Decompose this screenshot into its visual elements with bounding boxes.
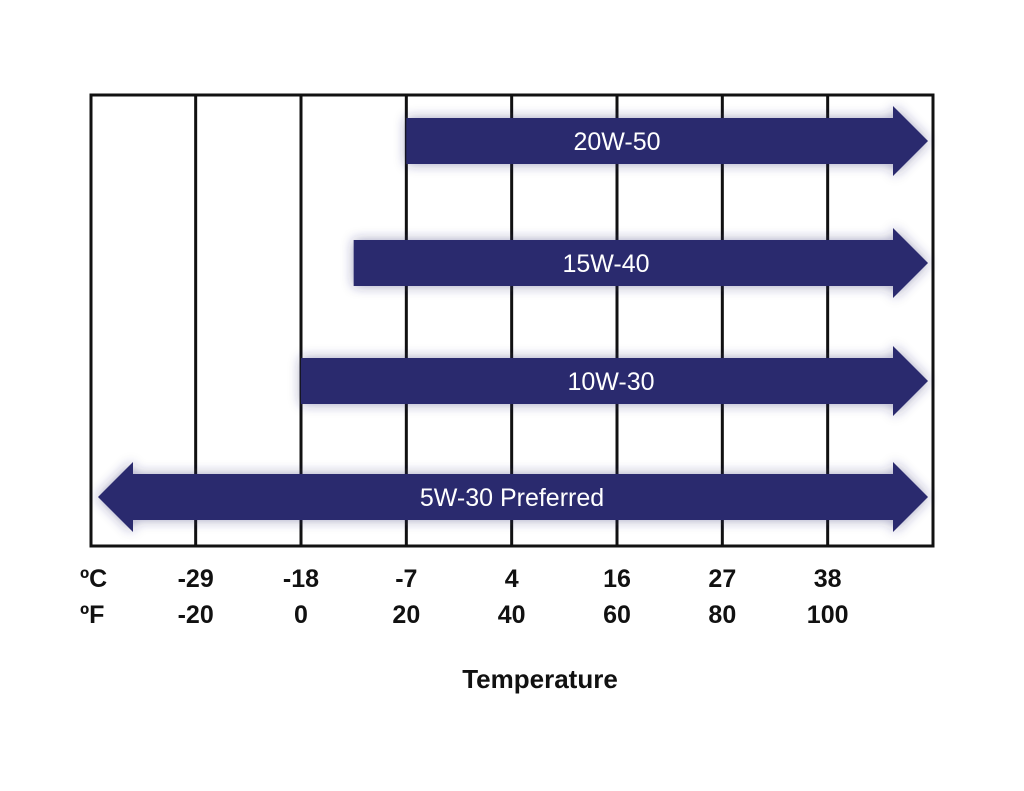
fahrenheit-tick-label: 60 (603, 601, 631, 629)
fahrenheit-tick-label: -20 (177, 601, 214, 629)
fahrenheit-tick-label: 80 (708, 601, 737, 629)
celsius-tick-label: -18 (282, 565, 320, 593)
fahrenheit-tick-label: 0 (294, 601, 308, 629)
viscosity-bar (353, 228, 929, 298)
celsius-tick-label: 27 (708, 565, 737, 593)
bar-label: 15W-40 (562, 250, 649, 278)
bar-label: 5W-30 Preferred (420, 484, 604, 512)
viscosity-bar (406, 106, 928, 176)
viscosity-bar (301, 346, 928, 416)
celsius-tick-label: 4 (504, 565, 519, 593)
viscosity-bar (98, 462, 928, 532)
x-axis-title: Temperature (462, 664, 618, 694)
celsius-unit-label: ºC (80, 565, 108, 593)
gridlines (194, 95, 830, 546)
bar-label: 20W-50 (573, 128, 660, 156)
celsius-tick-label: 38 (813, 565, 842, 593)
fahrenheit-unit-label: ºF (80, 601, 105, 629)
bar-label: 10W-30 (567, 368, 654, 396)
fahrenheit-tick-label: 100 (806, 601, 849, 629)
celsius-tick-label: 16 (603, 565, 631, 593)
celsius-tick-label: -29 (177, 565, 214, 593)
viscosity-bars: 20W-50 15W-40 10W-30 5W-30 Preferred (98, 106, 929, 532)
fahrenheit-tick-label: 40 (497, 601, 526, 629)
fahrenheit-tick-label: 20 (392, 601, 421, 629)
celsius-tick-label: -7 (395, 565, 418, 593)
